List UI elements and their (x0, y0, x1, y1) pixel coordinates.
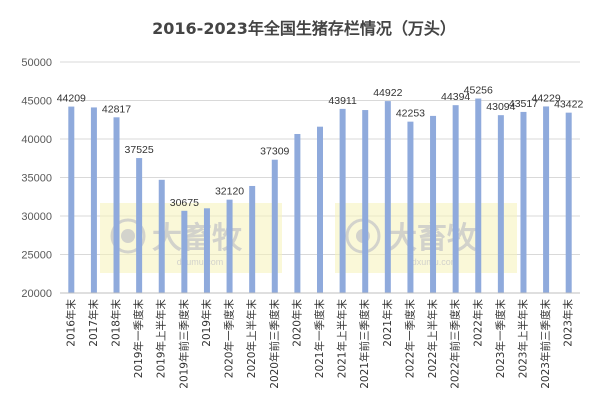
bar (68, 106, 75, 293)
x-tick-label: 2022年上半年末 (426, 299, 439, 379)
x-tick-label: 2021年一季度末 (313, 299, 326, 379)
x-axis: 2016年末 2017年末 2018年末 2019年一季度末 2019年上半年末 2019… (60, 292, 580, 389)
bar (203, 208, 210, 293)
bar (407, 121, 414, 293)
x-tick-label: 2019年上半年末 (155, 299, 168, 379)
data-label: 37525 (125, 144, 154, 156)
y-tick-label: 35000 (21, 173, 52, 185)
bar (158, 179, 165, 293)
y-axis: 20000 25000 30000 35000 40000 45000 50000 (21, 57, 52, 300)
x-tick-label: 2023年前三季度末 (539, 299, 552, 389)
x-tick-label: 2022年一季度末 (403, 299, 416, 379)
x-tick-label: 2023年上半年末 (516, 299, 529, 379)
y-tick-label: 50000 (21, 57, 52, 69)
bar (226, 199, 233, 293)
x-tick-label: 2018年末 (110, 299, 123, 347)
data-labels: 44209 42817 37525 30675 32120 37309 43911 44922… (57, 85, 584, 209)
x-tick-label: 2021年末 (381, 299, 394, 347)
x-tick-label: 2019年前三季度末 (177, 299, 190, 389)
bar (384, 101, 391, 293)
bar (136, 158, 143, 293)
data-label: 32120 (215, 186, 244, 198)
chart-title: 2016-2023年全国生猪存栏情况（万头） (152, 19, 456, 38)
bar (317, 126, 323, 294)
data-label: 37309 (260, 146, 289, 158)
bar (362, 110, 369, 293)
y-tick-label: 25000 (21, 250, 52, 262)
bar (339, 108, 346, 293)
x-tick-label: 2020年上半年末 (245, 299, 258, 379)
data-label: 45256 (464, 85, 493, 97)
data-label: 43911 (328, 95, 357, 107)
bar (543, 106, 550, 293)
data-label: 42817 (102, 103, 131, 115)
x-tick-label: 2019年末 (200, 299, 213, 347)
bars (68, 98, 572, 294)
y-tick-label: 20000 (21, 288, 52, 300)
data-label: 44229 (531, 92, 560, 104)
bar (497, 115, 504, 293)
bar (181, 210, 188, 293)
x-tick-label: 2022年末 (471, 299, 484, 347)
x-tick-label: 2021年上半年末 (336, 299, 349, 379)
data-label: 44394 (441, 91, 470, 103)
bar (520, 111, 527, 293)
bar (271, 159, 278, 293)
bar (113, 117, 120, 293)
bar (565, 112, 572, 293)
bar (90, 107, 97, 294)
data-label: 44209 (57, 93, 86, 105)
watermark-subtext: dxumu.com (177, 257, 224, 267)
x-tick-label: 2019年一季度末 (132, 299, 145, 379)
y-tick-label: 40000 (21, 134, 52, 146)
data-label: 44922 (373, 87, 402, 99)
y-tick-label: 45000 (21, 96, 52, 108)
x-tick-label: 2022年前三季度末 (449, 299, 462, 389)
data-label: 43094 (486, 101, 515, 113)
x-tick-label: 2017年末 (87, 299, 100, 347)
bar (430, 115, 437, 294)
y-tick-label: 30000 (21, 211, 52, 223)
data-label: 43422 (554, 99, 583, 111)
data-label: 42253 (396, 108, 425, 120)
x-tick-label: 2020年末 (290, 299, 303, 347)
x-tick-label: 2023年一季度末 (494, 299, 507, 379)
bar (294, 133, 301, 293)
data-label: 43517 (509, 98, 538, 110)
x-tick-label: 2020年前三季度末 (268, 299, 281, 389)
x-tick-label: 2020年一季度末 (223, 299, 236, 379)
bar (249, 185, 256, 293)
x-tick-label: 2021年前三季度末 (358, 299, 371, 389)
data-label: 30675 (170, 197, 199, 209)
x-tick-label: 2016年末 (64, 299, 77, 347)
x-tick-label: 2023年末 (562, 299, 575, 347)
bar (452, 105, 459, 293)
bar (475, 98, 482, 293)
